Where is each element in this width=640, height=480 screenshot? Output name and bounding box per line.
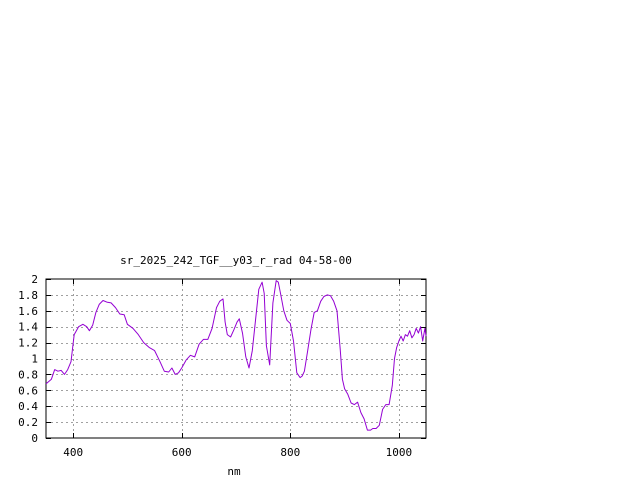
y-tick-labels: 0 0.2 0.4 0.6 0.8 1 1.2 1.4 1.6 1.8 2: [18, 273, 38, 445]
x-axis-label: nm: [227, 465, 241, 478]
x-tick-labels: 400 600 800 1000: [63, 446, 412, 459]
y-tick-label: 0.6: [18, 384, 38, 397]
y-tick-label: 0: [31, 432, 38, 445]
y-tick-label: 0.2: [18, 416, 38, 429]
y-tick-label: 1.6: [18, 305, 38, 318]
y-tick-label: 0.4: [18, 400, 38, 413]
series-layer: [45, 280, 427, 431]
x-tick-label: 400: [63, 446, 83, 459]
y-tick-label: 1.8: [18, 289, 38, 302]
grid-lines: [46, 279, 426, 438]
y-tick-label: 1.2: [18, 337, 38, 350]
chart-title: sr_2025_242_TGF__y03_r_rad 04-58-00: [120, 254, 352, 267]
x-tick-label: 800: [280, 446, 300, 459]
y-tick-label: 0.8: [18, 368, 38, 381]
x-tick-label: 1000: [386, 446, 413, 459]
plot-frame: [45, 278, 427, 439]
y-tick-label: 2: [31, 273, 38, 286]
y-tick-label: 1: [31, 353, 38, 366]
series-line: [45, 280, 427, 431]
y-tick-label: 1.4: [18, 321, 38, 334]
tick-marks: [46, 279, 426, 439]
x-tick-label: 600: [172, 446, 192, 459]
